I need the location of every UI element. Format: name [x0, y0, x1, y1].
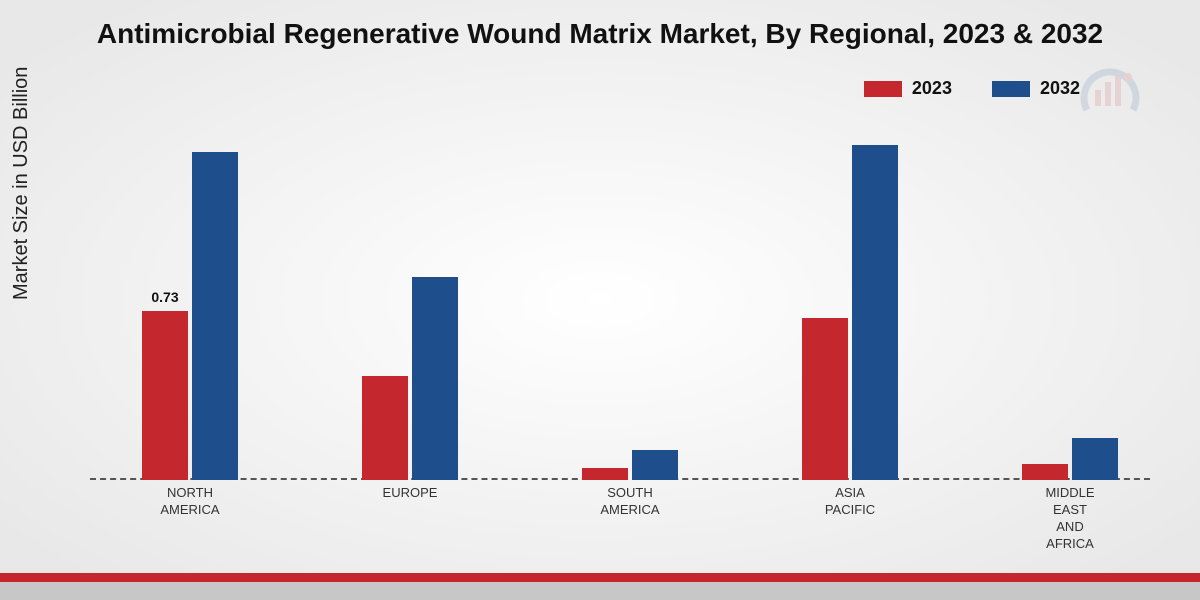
legend-item-2023: 2023 — [864, 78, 952, 99]
legend: 2023 2032 — [864, 78, 1080, 99]
footer-bar — [0, 573, 1200, 600]
y-axis-label: Market Size in USD Billion — [10, 67, 33, 300]
bar-group — [350, 277, 470, 481]
chart-container: Antimicrobial Regenerative Wound Matrix … — [0, 0, 1200, 600]
bar-value-label: 0.73 — [151, 289, 178, 305]
bar-2023: 0.73 — [142, 311, 188, 480]
legend-swatch-2023 — [864, 81, 902, 97]
bar-2032 — [1072, 438, 1118, 480]
bar-2032 — [632, 450, 678, 480]
bar-2023 — [1022, 464, 1068, 480]
legend-label-2023: 2023 — [912, 78, 952, 99]
bar-2023 — [582, 468, 628, 480]
bar-2032 — [852, 145, 898, 480]
footer-red-stripe — [0, 573, 1200, 582]
x-tick-label: SOUTHAMERICA — [570, 485, 690, 519]
legend-item-2032: 2032 — [992, 78, 1080, 99]
chart-title: Antimicrobial Regenerative Wound Matrix … — [0, 18, 1200, 50]
x-tick-label: EUROPE — [350, 485, 470, 502]
legend-swatch-2032 — [992, 81, 1030, 97]
bar-2023 — [802, 318, 848, 480]
footer-gray-stripe — [0, 582, 1200, 600]
x-tick-label: MIDDLEEASTANDAFRICA — [1010, 485, 1130, 553]
x-tick-label: ASIAPACIFIC — [790, 485, 910, 519]
bar-2032 — [412, 277, 458, 481]
bar-2032 — [192, 152, 238, 480]
bar-group: 0.73 — [130, 152, 250, 480]
bar-group — [790, 145, 910, 480]
bar-group — [570, 450, 690, 480]
x-tick-label: NORTHAMERICA — [130, 485, 250, 519]
plot-area: 0.73 — [90, 110, 1150, 480]
legend-label-2032: 2032 — [1040, 78, 1080, 99]
bar-group — [1010, 438, 1130, 480]
bar-2023 — [362, 376, 408, 480]
